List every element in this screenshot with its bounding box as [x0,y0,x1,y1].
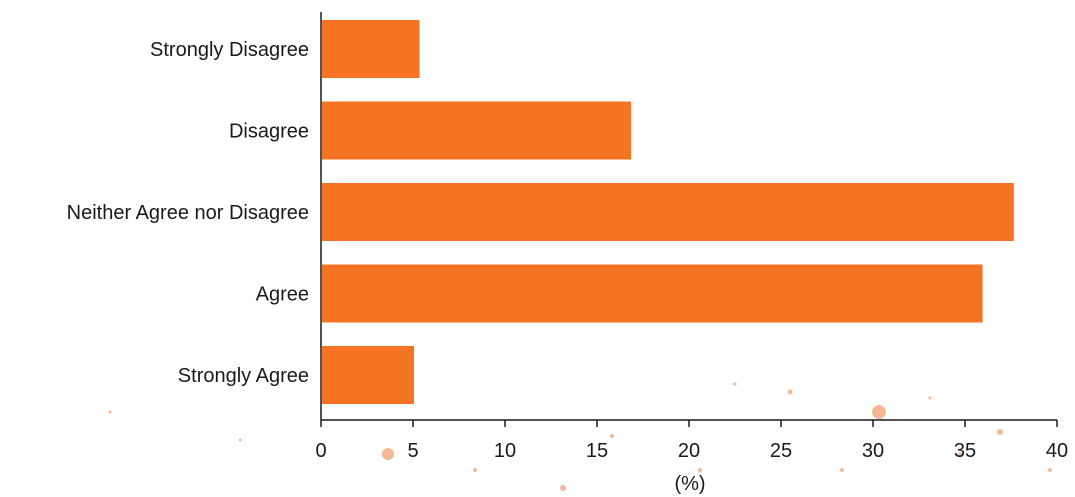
background-speckle [108,382,1052,491]
background-spot [1048,468,1052,472]
background-spot [840,468,844,472]
category-label: Strongly Disagree [150,39,309,61]
background-spot [382,448,394,460]
background-spot [957,452,963,458]
background-spot [733,382,737,386]
x-tick-labels: 0 5 10 15 20 25 30 35 40 [315,420,1068,462]
background-spot [108,410,112,414]
x-tick-label: 30 [862,440,884,462]
background-spot [610,434,614,438]
bar [322,346,414,404]
x-tick-label: 40 [1046,440,1068,462]
bar [322,20,420,78]
x-tick-label: 5 [407,440,418,462]
x-tick-label: 25 [770,440,792,462]
background-spot [698,468,702,472]
background-spot [787,389,793,395]
category-label: Neither Agree nor Disagree [67,202,309,224]
x-tick-label: 15 [586,440,608,462]
background-spot [560,485,566,491]
x-axis-label: (%) [674,473,705,495]
background-spot [997,429,1003,435]
category-label: Agree [256,284,309,306]
bar [322,183,1014,241]
category-labels: Strongly Disagree Disagree Neither Agree n… [67,39,309,387]
bars-group [322,20,1014,404]
category-label: Disagree [229,121,309,143]
x-tick-label: 0 [315,440,326,462]
background-spot [473,468,477,472]
x-tick-label: 35 [954,440,976,462]
bar [322,264,983,323]
x-tick-label: 10 [494,440,516,462]
bar [322,101,632,160]
x-tick-label: 20 [678,440,700,462]
category-label: Strongly Agree [178,365,309,387]
background-spot [872,405,886,419]
background-spot [238,438,242,442]
background-spot [928,396,932,400]
